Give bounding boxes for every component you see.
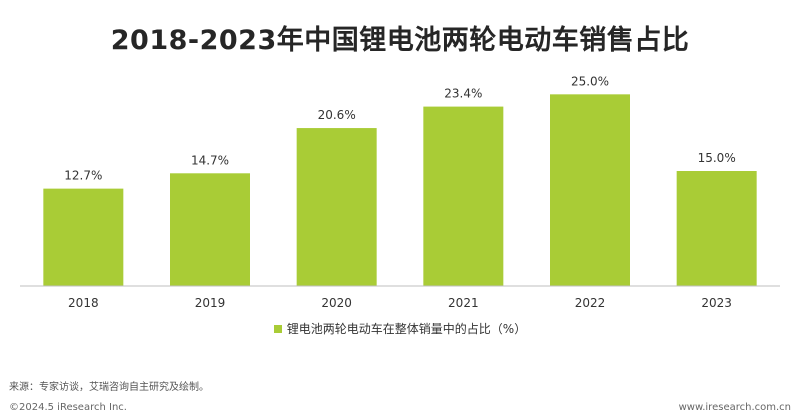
bar-2022 — [550, 94, 630, 286]
data-label-2020: 20.6% — [318, 108, 356, 122]
x-tick-label-2022: 2022 — [575, 296, 606, 310]
data-label-2023: 15.0% — [698, 151, 736, 165]
data-label-2019: 14.7% — [191, 153, 229, 167]
x-tick-label-2023: 2023 — [701, 296, 732, 310]
x-tick-label-2020: 2020 — [321, 296, 352, 310]
source-note: 来源：专家访谈，艾瑞咨询自主研究及绘制。 — [9, 382, 209, 393]
x-tick-label-2018: 2018 — [68, 296, 99, 310]
legend: 锂电池两轮电动车在整体销量中的占比（%） — [0, 320, 800, 337]
bar-group: 12.7% 14.7% 20.6% 23.4% 25.0% 15.0% — [43, 74, 757, 286]
bar-2021 — [423, 106, 504, 286]
bar-2023 — [676, 171, 757, 286]
chart-title: 2018-2023年中国锂电池两轮电动车销售占比 — [110, 25, 690, 56]
footer-copyright: ©2024.5 iResearch Inc. — [9, 402, 127, 413]
bar-2018 — [43, 188, 124, 286]
bar-2019 — [170, 173, 250, 286]
x-tick-label-2021: 2021 — [448, 296, 479, 310]
x-tick-label-2019: 2019 — [195, 296, 226, 310]
legend-label: 锂电池两轮电动车在整体销量中的占比（%） — [286, 322, 527, 336]
data-label-2018: 12.7% — [64, 169, 102, 183]
data-label-2022: 25.0% — [571, 74, 609, 88]
data-label-2021: 23.4% — [444, 87, 482, 101]
legend-swatch — [273, 324, 282, 333]
bar-2020 — [296, 128, 377, 286]
x-tick-group: 2018 2019 2020 2021 2022 2023 — [68, 296, 732, 310]
footer-website: www.iresearch.com.cn — [678, 402, 791, 413]
